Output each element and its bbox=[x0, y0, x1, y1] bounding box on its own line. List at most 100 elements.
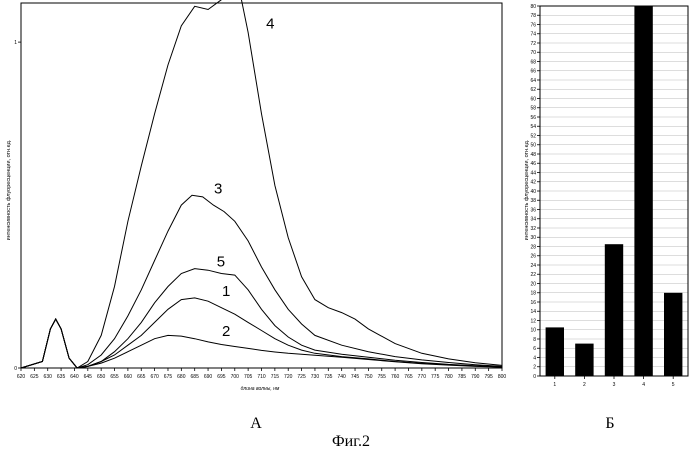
x-tick-label: 725 bbox=[297, 374, 306, 380]
x-tick-label: 5 bbox=[672, 382, 675, 388]
y-tick-label: 52 bbox=[530, 133, 536, 139]
x-tick-label: 720 bbox=[284, 374, 293, 380]
y-tick-label: 76 bbox=[530, 22, 536, 28]
y-tick-label: 54 bbox=[530, 124, 536, 130]
bar-chart-x-ticks: 1 2 3 4 5 bbox=[553, 376, 675, 388]
x-tick-label: 1 bbox=[553, 382, 556, 388]
y-tick-label: 72 bbox=[530, 41, 536, 47]
y-tick-label: 34 bbox=[530, 217, 536, 223]
x-tick-label: 745 bbox=[351, 374, 360, 380]
x-tick-label: 660 bbox=[124, 374, 133, 380]
bar-chart-bars bbox=[545, 6, 683, 377]
x-tick-label: 4 bbox=[642, 382, 645, 388]
x-tick-label: 640 bbox=[70, 374, 79, 380]
series-label-1: 1 bbox=[222, 283, 230, 300]
y-tick-label: 22 bbox=[530, 272, 536, 278]
line-chart-y-ticks: 01 bbox=[14, 40, 21, 372]
x-tick-label: 700 bbox=[231, 374, 240, 380]
bar-chart-y-ticks: 0246810121416182022242628303234363840424… bbox=[530, 4, 540, 380]
x-tick-label: 730 bbox=[311, 374, 320, 380]
bar-5 bbox=[664, 292, 683, 377]
figure-caption: Фиг.2 bbox=[332, 433, 370, 450]
x-tick-label: 780 bbox=[444, 374, 453, 380]
y-tick-label: 78 bbox=[530, 13, 536, 19]
x-tick-label: 710 bbox=[257, 374, 266, 380]
line-chart-axes bbox=[20, 2, 503, 369]
y-tick-label: 48 bbox=[530, 152, 536, 158]
y-tick-label: 2 bbox=[533, 365, 536, 371]
bar-chart-panel-label: Б bbox=[605, 415, 614, 432]
x-tick-label: 765 bbox=[404, 374, 413, 380]
y-tick-label: 6 bbox=[533, 346, 536, 352]
y-tick-label: 14 bbox=[530, 309, 536, 315]
series-label-4: 4 bbox=[266, 15, 274, 32]
x-tick-label: 790 bbox=[471, 374, 480, 380]
series-curve-4 bbox=[20, 0, 503, 369]
x-tick-label: 665 bbox=[137, 374, 146, 380]
x-tick-label: 680 bbox=[177, 374, 186, 380]
series-curve-1 bbox=[20, 297, 503, 369]
y-tick-label: 24 bbox=[530, 263, 536, 269]
x-tick-label: 655 bbox=[110, 374, 119, 380]
y-tick-label: 44 bbox=[530, 170, 536, 176]
x-tick-label: 775 bbox=[431, 374, 440, 380]
y-tick-label: 56 bbox=[530, 115, 536, 121]
y-tick-label: 58 bbox=[530, 106, 536, 112]
x-tick-label: 685 bbox=[191, 374, 200, 380]
y-tick-label: 26 bbox=[530, 254, 536, 260]
line-chart-x-ticks: 620 625 630 635 640 645 650 655 660 665 670 675 680 6… bbox=[17, 368, 507, 380]
bar-chart-panel: 0246810121416182022242628303234363840424… bbox=[524, 4, 689, 432]
x-tick-label: 3 bbox=[613, 382, 616, 388]
y-tick-label: 30 bbox=[530, 235, 536, 241]
series-label-3: 3 bbox=[214, 180, 222, 197]
x-tick-label: 800 bbox=[498, 374, 507, 380]
x-tick-label: 770 bbox=[418, 374, 427, 380]
y-tick-label: 38 bbox=[530, 198, 536, 204]
bar-1 bbox=[545, 327, 564, 376]
y-tick-label: 1 bbox=[14, 40, 17, 46]
line-chart-series-labels: 1 2 3 4 5 bbox=[214, 15, 274, 340]
x-tick-label: 625 bbox=[30, 374, 39, 380]
line-chart-panel: 620 625 630 635 640 645 650 655 660 665 670 675 680 6… bbox=[6, 0, 506, 432]
series-label-5: 5 bbox=[217, 254, 225, 271]
y-tick-label: 66 bbox=[530, 69, 536, 75]
y-tick-label: 60 bbox=[530, 96, 536, 102]
x-tick-label: 690 bbox=[204, 374, 213, 380]
x-tick-label: 785 bbox=[458, 374, 467, 380]
y-tick-label: 16 bbox=[530, 300, 536, 306]
bar-3 bbox=[604, 244, 624, 376]
line-chart-frame bbox=[20, 2, 503, 369]
x-tick-label: 2 bbox=[583, 382, 586, 388]
x-tick-label: 630 bbox=[44, 374, 53, 380]
x-tick-label: 635 bbox=[57, 374, 66, 380]
y-tick-label: 8 bbox=[533, 337, 536, 343]
bar-2 bbox=[575, 343, 594, 376]
x-tick-label: 795 bbox=[484, 374, 493, 380]
line-chart-panel-label: А bbox=[250, 415, 262, 432]
y-tick-label: 68 bbox=[530, 59, 536, 65]
y-tick-label: 12 bbox=[530, 318, 536, 324]
x-tick-label: 695 bbox=[217, 374, 226, 380]
x-tick-label: 760 bbox=[391, 374, 400, 380]
y-tick-label: 18 bbox=[530, 291, 536, 297]
x-tick-label: 620 bbox=[17, 374, 26, 380]
line-chart-x-axis-label: длина волны, нм bbox=[241, 386, 280, 392]
y-tick-label: 46 bbox=[530, 161, 536, 167]
x-tick-label: 650 bbox=[97, 374, 106, 380]
x-tick-label: 675 bbox=[164, 374, 173, 380]
x-tick-label: 755 bbox=[378, 374, 387, 380]
y-tick-label: 10 bbox=[530, 328, 536, 334]
y-tick-label: 20 bbox=[530, 281, 536, 287]
bar-chart-y-axis-label: интенсивность флуоресценции, отн.ед. bbox=[524, 139, 530, 240]
y-tick-label: 70 bbox=[530, 50, 536, 56]
x-tick-label: 750 bbox=[364, 374, 373, 380]
x-tick-label: 670 bbox=[150, 374, 159, 380]
line-chart-y-axis-label: интенсивность флуоресценции, отн.ед. bbox=[6, 139, 12, 240]
y-tick-label: 4 bbox=[533, 355, 536, 361]
y-tick-label: 40 bbox=[530, 189, 536, 195]
y-tick-label: 80 bbox=[530, 4, 536, 10]
y-tick-label: 62 bbox=[530, 87, 536, 93]
x-tick-label: 735 bbox=[324, 374, 333, 380]
y-tick-label: 28 bbox=[530, 244, 536, 250]
